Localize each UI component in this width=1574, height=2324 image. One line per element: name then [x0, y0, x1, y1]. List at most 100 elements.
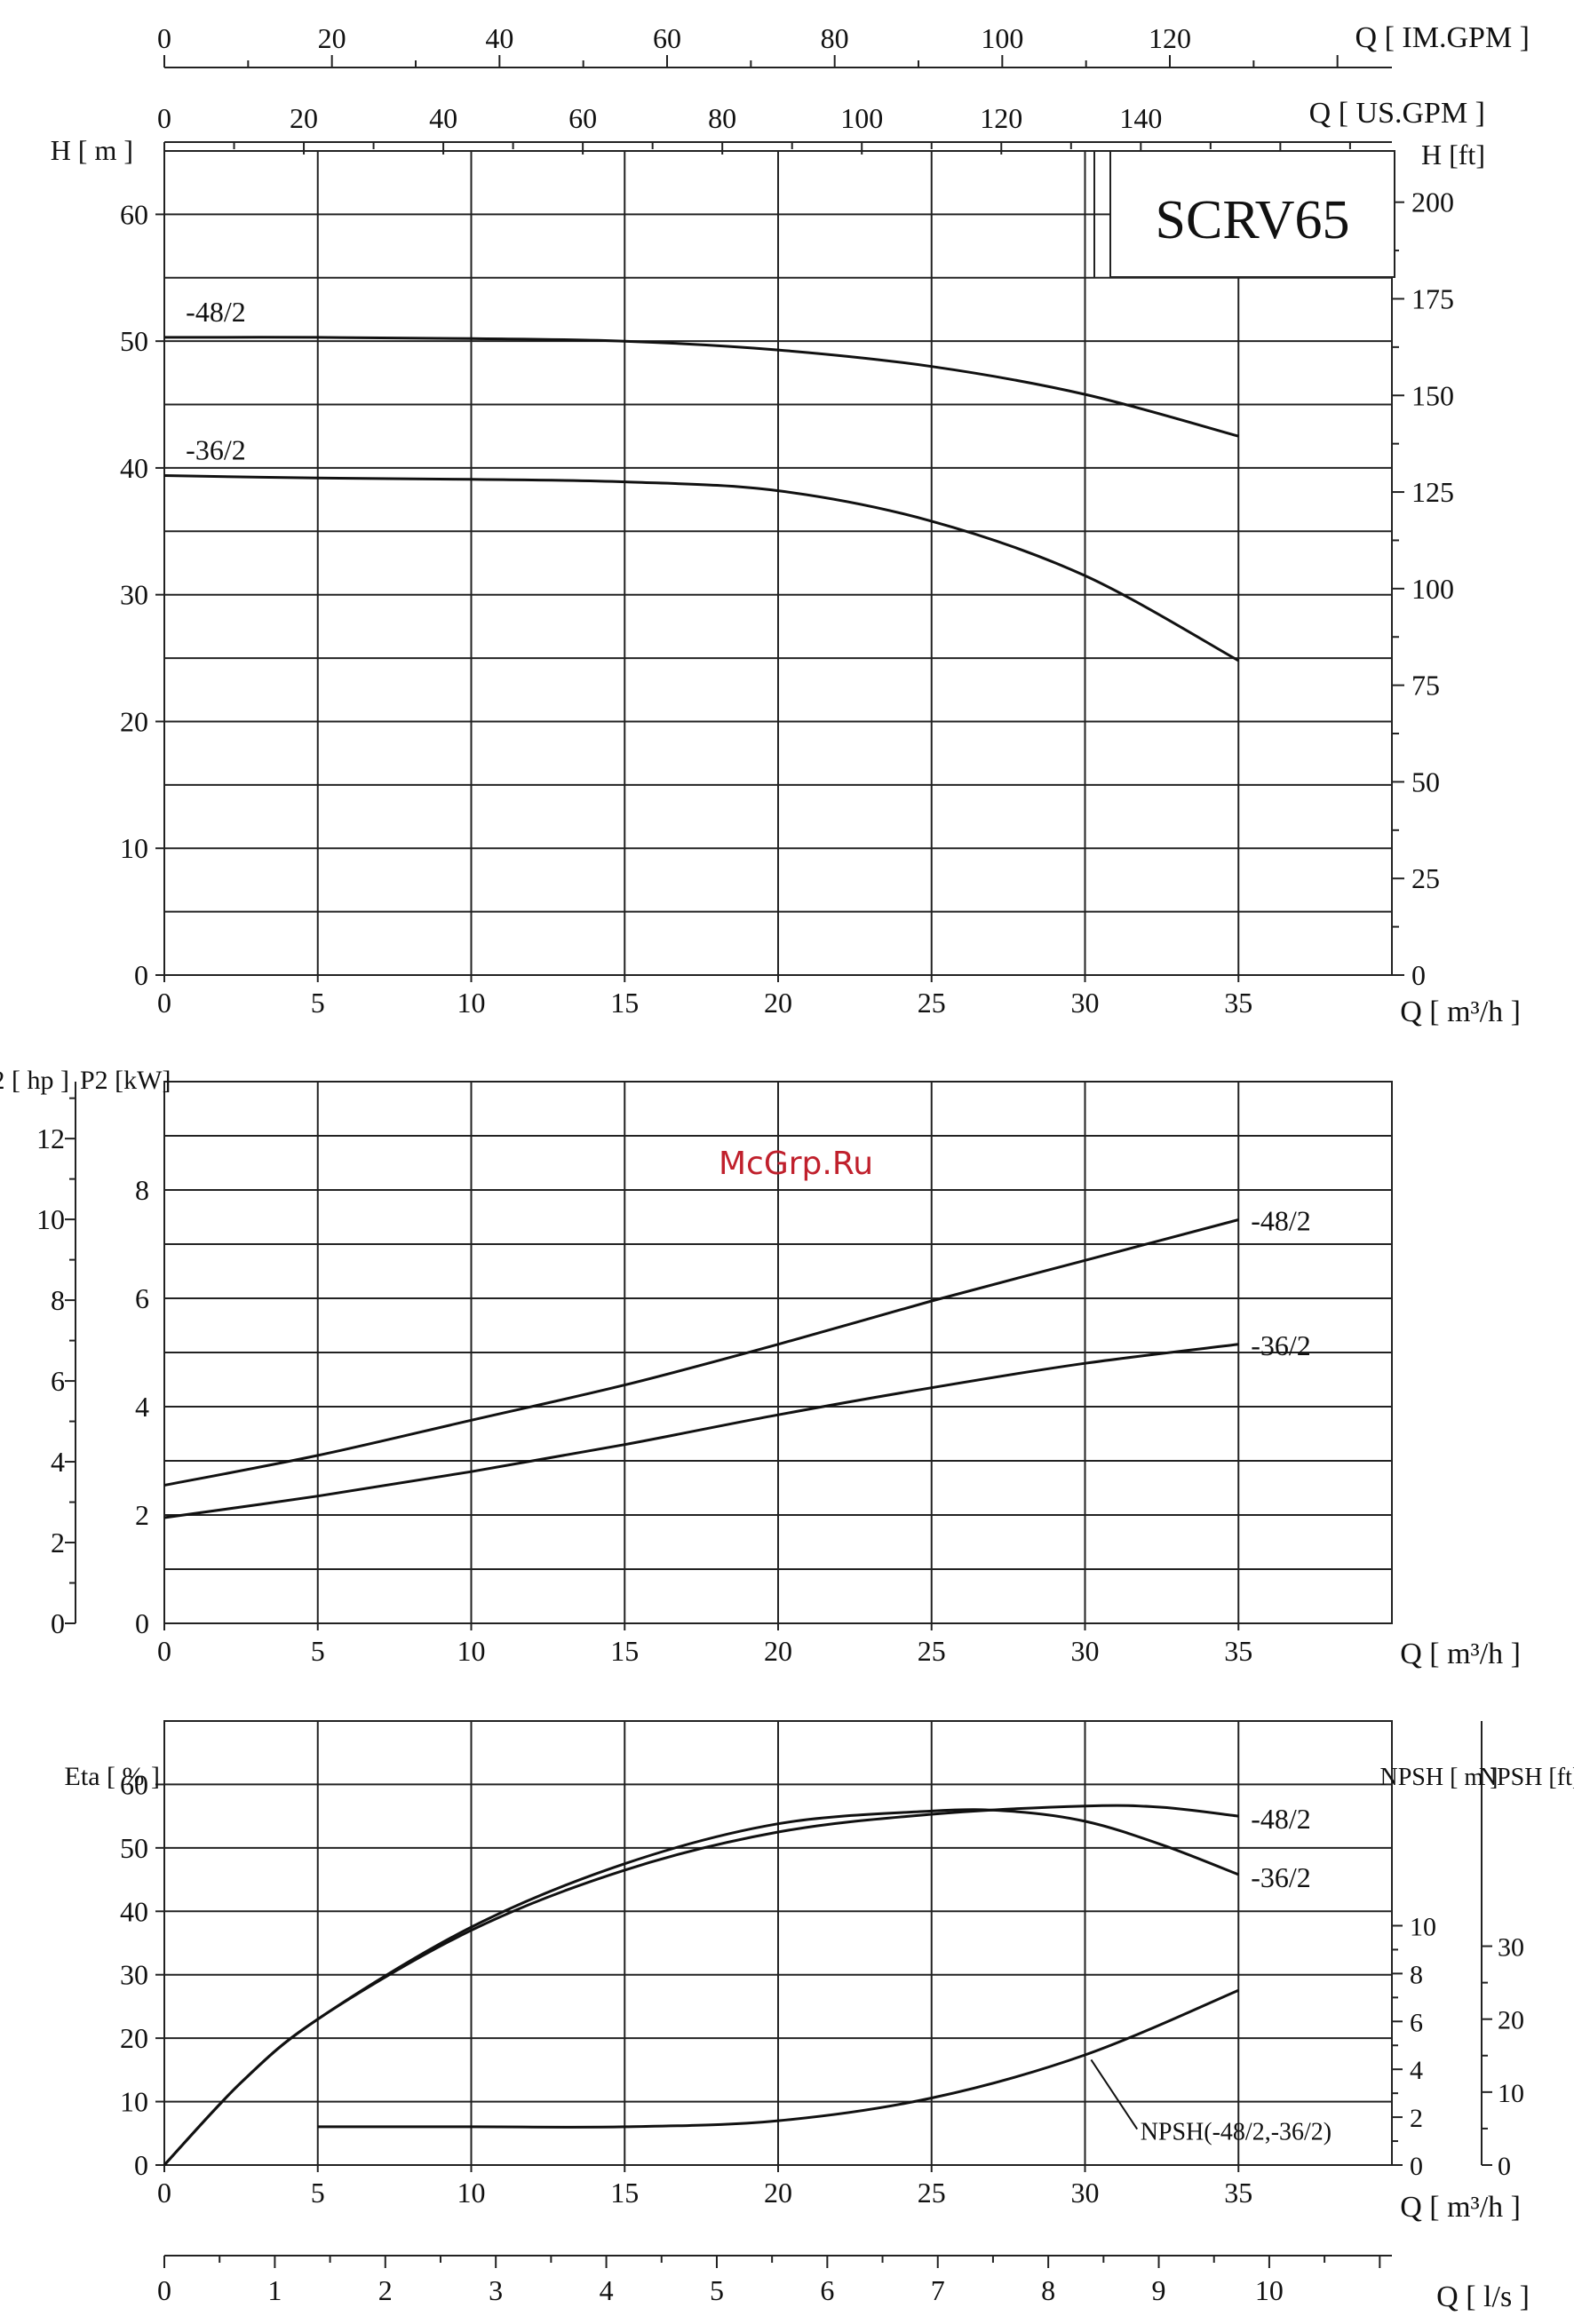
us-gpm-tick-label: 20	[290, 102, 318, 134]
power-x-tick-label: 0	[157, 1635, 171, 1667]
head-ft-tick-label: 100	[1411, 573, 1454, 605]
eta-curve-36-2	[163, 1808, 1239, 2167]
im-gpm-tick-label: 80	[821, 22, 849, 54]
power-curve-label: -36/2	[1251, 1329, 1311, 1361]
head-curve-label: -36/2	[186, 433, 246, 465]
npsh-ft-axis-label: NPSH [ft]	[1479, 1764, 1574, 1791]
npsh-m-tick-label: 6	[1410, 2008, 1423, 2037]
power-y-label-hp: P2 [ hp ]	[0, 1066, 69, 1095]
power-x-tick-label: 25	[918, 1635, 946, 1667]
us-gpm-tick-label: 80	[708, 102, 736, 134]
ls-tick-label: 10	[1255, 2274, 1284, 2306]
power-hp-tick-label: 2	[51, 1527, 65, 1559]
ls-axis-label: Q [ l/s ]	[1436, 2280, 1530, 2313]
head-x-tick-label: 30	[1071, 987, 1100, 1019]
power-x-tick-label: 5	[311, 1635, 325, 1667]
head-curve-label: -48/2	[186, 296, 246, 328]
npsh-ft-tick-label: 0	[1498, 2152, 1511, 2181]
npsh-ft-tick-label: 20	[1498, 2006, 1524, 2035]
head-x-tick-label: 10	[457, 987, 486, 1019]
power-x-tick-label: 30	[1071, 1635, 1100, 1667]
ls-tick-label: 7	[931, 2274, 945, 2306]
bottom-flow-axis: 0 1 2 3 4 5 6 7 8 9 10	[157, 2255, 1392, 2306]
head-chart: 0 5 10 15 20 25 30 35 0 10 20 30 40 50 60 0 25 50 75 100 125…	[120, 150, 1454, 1019]
power-kw-tick-label: 6	[135, 1282, 149, 1314]
power-x-tick-label: 20	[764, 1635, 792, 1667]
ls-tick-label: 1	[267, 2274, 282, 2306]
ls-tick-label: 9	[1152, 2274, 1166, 2306]
eta-curve-label: -48/2	[1251, 1803, 1311, 1835]
power-hp-tick-label: 8	[51, 1284, 65, 1316]
npsh-label-leader	[1090, 2058, 1139, 2130]
head-y-label-right: H [ft]	[1421, 139, 1485, 171]
us-gpm-tick-label: 140	[1119, 102, 1162, 134]
power-kw-tick-label: 4	[135, 1391, 149, 1423]
ls-tick-label: 5	[710, 2274, 724, 2306]
head-ft-tick-label: 75	[1411, 670, 1440, 702]
npsh-m-tick-label: 2	[1410, 2104, 1423, 2133]
eta-y-tick-label: 30	[120, 1959, 148, 1991]
power-curve-48-2	[163, 1218, 1239, 1487]
head-y-tick-label: 50	[120, 325, 148, 357]
eta-x-tick-label: 20	[764, 2177, 792, 2209]
power-kw-tick-label: 2	[135, 1499, 149, 1531]
power-kw-tick-label: 0	[135, 1607, 149, 1639]
eta-x-tick-label: 35	[1224, 2177, 1252, 2209]
ls-tick-label: 0	[157, 2274, 171, 2306]
power-x-tick-label: 35	[1224, 1635, 1252, 1667]
us-gpm-tick-label: 60	[568, 102, 597, 134]
power-curve-36-2	[163, 1343, 1239, 1519]
power-hp-tick-label: 4	[51, 1446, 65, 1478]
power-x-tick-label: 10	[457, 1635, 486, 1667]
head-ft-tick-label: 125	[1411, 476, 1454, 508]
watermark: McGrp.Ru	[719, 1146, 873, 1182]
us-gpm-tick-label: 0	[157, 102, 171, 134]
head-y-tick-label: 60	[120, 198, 148, 230]
im-gpm-tick-label: 40	[485, 22, 513, 54]
head-ft-tick-label: 50	[1411, 765, 1440, 797]
eta-x-tick-label: 10	[457, 2177, 486, 2209]
eta-y-tick-label: 20	[120, 2022, 148, 2054]
ls-tick-label: 6	[820, 2274, 834, 2306]
im-gpm-tick-label: 100	[981, 22, 1023, 54]
im-gpm-tick-label: 20	[318, 22, 346, 54]
ls-tick-label: 8	[1041, 2274, 1055, 2306]
npsh-ft-tick-label: 30	[1498, 1933, 1524, 1963]
us-gpm-tick-label: 100	[840, 102, 883, 134]
us-gpm-axis-label: Q [ US.GPM ]	[1309, 97, 1485, 130]
im-gpm-axis-label: Q [ IM.GPM ]	[1355, 21, 1530, 54]
head-x-tick-label: 0	[157, 987, 171, 1019]
power-y-label-kw: P2 [kW]	[80, 1066, 171, 1095]
eta-y-tick-label: 10	[120, 2086, 148, 2118]
npsh-curve-label: NPSH(-48/2,-36/2)	[1141, 2119, 1332, 2146]
eta-curve-label: -36/2	[1251, 1861, 1311, 1893]
us-gpm-tick-label: 120	[980, 102, 1022, 134]
head-x-tick-label: 25	[918, 987, 946, 1019]
model-label: SCRV65	[1156, 190, 1350, 250]
head-y-label-left: H [ m ]	[51, 134, 133, 166]
head-ft-tick-label: 25	[1411, 862, 1440, 894]
power-kw-tick-label: 8	[135, 1174, 149, 1206]
npsh-m-tick-label: 0	[1410, 2152, 1423, 2181]
head-curve-36-2	[163, 474, 1240, 662]
head-ft-tick-label: 175	[1411, 282, 1454, 314]
eta-y-label: Eta [ % ]	[65, 1762, 160, 1791]
head-x-label: Q [ m³/h ]	[1400, 995, 1521, 1028]
eta-x-tick-label: 0	[157, 2177, 171, 2209]
head-y-tick-label: 20	[120, 705, 148, 737]
eta-curve-48-2	[163, 1804, 1239, 2167]
im-gpm-tick-label: 60	[653, 22, 681, 54]
ls-tick-label: 2	[378, 2274, 393, 2306]
eta-y-tick-label: 0	[134, 2149, 148, 2181]
head-y-tick-label: 10	[120, 832, 148, 864]
efficiency-npsh-chart: 0 5 10 15 20 25 30 35 0 10 20 30 40 50 60 0 2 4 6 8 10 0 10 20 3…	[120, 1720, 1524, 2209]
head-curve-48-2	[163, 336, 1239, 438]
im-gpm-tick-label: 0	[157, 22, 171, 54]
eta-y-tick-label: 60	[120, 1768, 148, 1800]
head-ft-tick-label: 0	[1411, 959, 1426, 991]
npsh-m-tick-label: 10	[1410, 1912, 1436, 1941]
model-label-box	[1109, 150, 1395, 278]
head-x-tick-label: 20	[764, 987, 792, 1019]
head-y-tick-label: 30	[120, 579, 148, 611]
